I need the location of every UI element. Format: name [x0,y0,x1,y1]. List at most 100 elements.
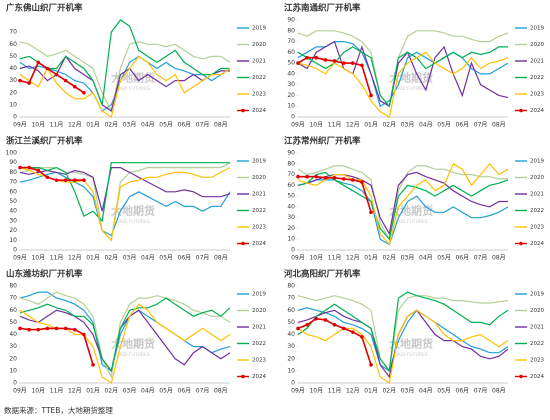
x-tick-label: 12月 [346,388,360,395]
x-tick-label: 08月 [492,388,506,395]
legend-label: 2021 [252,325,266,331]
x-tick-label: 02月 [104,388,118,395]
y-tick-label: 10 [9,237,17,244]
series-line [297,295,509,373]
x-tick-label: 01月 [86,122,100,129]
chart-title: 江苏南通织厂开机率 [284,3,361,14]
watermark-sub: DADI FUTURES [116,352,150,358]
y-tick-label: 20 [287,92,295,99]
series-line [297,40,509,108]
series-marker [332,175,337,180]
x-tick-label: 12月 [346,255,360,262]
legend-label: 2021 [530,325,544,331]
series-line [19,297,231,373]
series-marker [82,178,86,182]
y-tick-label: 60 [9,188,17,195]
series-line [297,51,509,118]
y-tick-label: 60 [287,182,295,189]
x-tick-label: 08月 [492,255,506,262]
series-marker [54,178,59,182]
series-marker [350,178,355,182]
y-tick-label: 50 [287,193,295,200]
series-line [297,162,509,246]
series-marker [296,174,300,179]
series-line [20,162,230,223]
series-line [19,162,231,242]
series-marker [341,177,346,181]
series-line [297,291,509,373]
legend-label: 2023 [530,358,544,364]
chart-title: 山东潍坊织厂开机率 [6,269,83,280]
legend-label: 2023 [530,225,544,231]
x-tick-label: 12月 [68,388,82,395]
y-tick-label: 40 [287,331,295,338]
legend-label: 2019 [252,292,266,298]
x-tick-label: 09月 [13,388,27,395]
x-tick-label: 04月 [419,255,433,262]
x-tick-label: 07月 [474,255,488,262]
legend-label: 2024 [530,241,544,247]
x-tick-label: 03月 [401,388,415,395]
series-marker [82,90,86,95]
legend-label: 2023 [252,225,266,231]
y-tick-label: 30 [9,217,17,224]
series-marker [45,326,50,331]
legend-label: 2024 [252,241,266,247]
legend-marker [241,374,245,379]
x-tick-label: 10月 [309,255,323,262]
x-tick-label: 02月 [382,388,396,395]
series-marker [323,58,328,62]
series-marker [360,335,364,339]
series-line [19,171,231,237]
series-marker [314,55,319,60]
y-tick-label: 20 [9,355,17,362]
x-tick-label: 09月 [13,122,27,129]
series-marker [72,327,77,332]
legend-label: 2020 [252,175,266,181]
x-tick-label: 05月 [437,255,451,262]
series-marker [296,326,300,331]
x-tick-label: 06月 [456,122,470,129]
x-tick-label: 06月 [178,122,192,129]
series-marker [332,59,337,63]
series-line [297,307,509,372]
watermark: 大地期货 [111,204,155,218]
y-tick-label: 30 [9,343,17,350]
x-tick-label: 06月 [178,255,192,262]
series-marker [350,61,355,65]
x-tick-label: 04月 [141,122,155,129]
legend-label: 2022 [252,75,266,81]
series-marker [323,175,328,180]
x-tick-label: 09月 [291,122,305,129]
x-tick-label: 08月 [214,388,228,395]
series-line [297,179,509,246]
y-tick-label: 20 [9,227,17,234]
series-line [19,167,231,212]
series-marker [360,180,364,184]
series-marker [305,323,309,327]
series-line [19,291,231,379]
series-line [19,41,231,113]
series-marker [63,178,68,182]
x-tick-label: 07月 [474,388,488,395]
x-tick-label: 05月 [437,122,451,129]
legend-label: 2023 [252,358,266,364]
series-line [19,291,231,372]
x-tick-label: 10月 [31,122,45,129]
legend-label: 2020 [252,42,266,48]
y-tick-label: 0 [13,114,17,121]
legend-label: 2024 [252,108,266,114]
x-tick-label: 11月 [50,388,64,395]
x-tick-label: 07月 [196,255,210,262]
legend-label: 2022 [252,208,266,214]
legend-label: 2019 [252,159,266,165]
series-marker [305,174,309,179]
y-tick-label: 40 [9,65,17,72]
x-tick-label: 12月 [68,255,82,262]
x-tick-label: 04月 [141,255,155,262]
x-tick-label: 11月 [328,388,342,395]
x-tick-label: 01月 [86,388,100,395]
series-marker [350,330,355,334]
y-tick-label: 80 [287,27,295,34]
x-tick-label: 03月 [401,255,415,262]
